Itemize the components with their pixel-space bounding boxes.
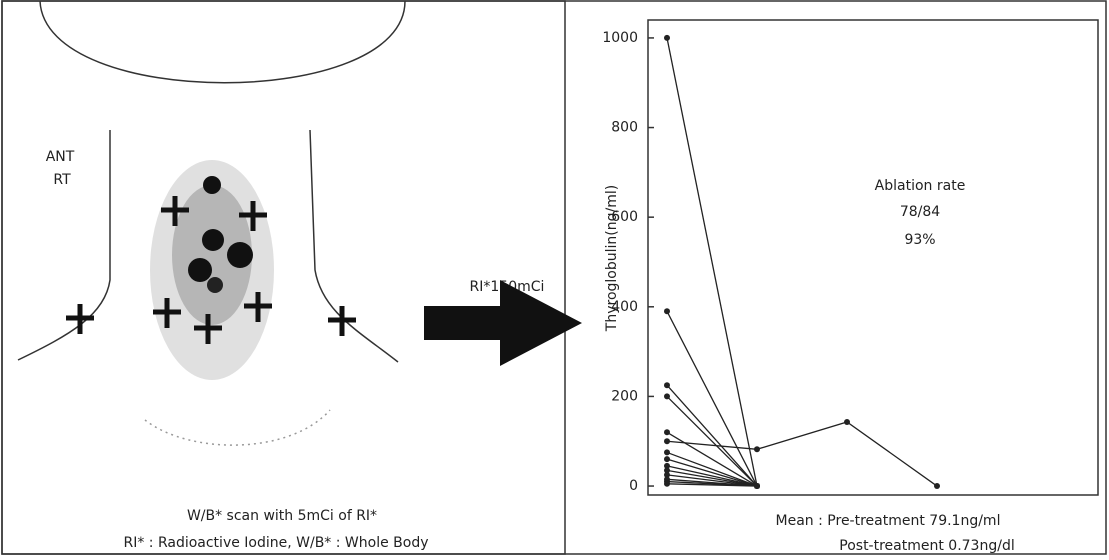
series-line xyxy=(666,431,758,487)
data-point xyxy=(664,449,670,456)
chart-note: Mean : Pre-treatment 79.1ng/ml xyxy=(776,513,1001,529)
series-line xyxy=(666,37,758,487)
series-line xyxy=(666,469,758,487)
arrow xyxy=(424,280,582,366)
data-point xyxy=(934,483,940,490)
series-line xyxy=(666,451,758,487)
data-point xyxy=(664,382,670,389)
series-line xyxy=(666,395,758,487)
data-point xyxy=(754,446,760,453)
data-point xyxy=(664,308,670,315)
scan-caption: W/B* scan with 5mCi of RI* xyxy=(187,508,377,524)
y-axis-label: Thyroglobulin(ng/ml) xyxy=(604,185,620,332)
y-tick-label: 1000 xyxy=(602,30,638,46)
series-line xyxy=(666,465,758,487)
data-point xyxy=(664,456,670,463)
data-point xyxy=(664,471,670,478)
series-line xyxy=(666,458,758,487)
data-point xyxy=(664,429,670,436)
scan-uptake xyxy=(66,160,356,380)
annotation: 78/84 xyxy=(900,204,940,220)
scan-frame xyxy=(1,0,566,555)
plot-frame xyxy=(647,19,1099,496)
y-tick-label: 800 xyxy=(611,120,638,136)
y-tick-label: 400 xyxy=(611,299,638,315)
data-point xyxy=(664,393,670,400)
data-point xyxy=(664,462,670,469)
y-tick-label: 600 xyxy=(611,209,638,225)
series-line xyxy=(666,310,758,487)
series-line xyxy=(666,384,758,487)
annotation: Ablation rate xyxy=(875,178,966,194)
data-point xyxy=(664,34,670,41)
data-point xyxy=(664,467,670,474)
chart-note: Post-treatment 0.73ng/dl xyxy=(839,538,1014,554)
data-point xyxy=(664,438,670,445)
annotation: 93% xyxy=(904,232,935,248)
y-tick-label: 0 xyxy=(629,478,638,494)
y-tick-label: 200 xyxy=(611,388,638,404)
series-line xyxy=(666,421,938,487)
data-point xyxy=(754,483,760,490)
series-line xyxy=(666,474,758,487)
data-point xyxy=(844,418,850,425)
orientation-label: RT xyxy=(53,172,71,188)
orientation-label: ANT xyxy=(46,149,75,165)
scan-footnote: RI* : Radioactive Iodine, W/B* : Whole B… xyxy=(123,535,428,551)
data-point xyxy=(664,480,670,487)
series-line xyxy=(666,483,758,487)
